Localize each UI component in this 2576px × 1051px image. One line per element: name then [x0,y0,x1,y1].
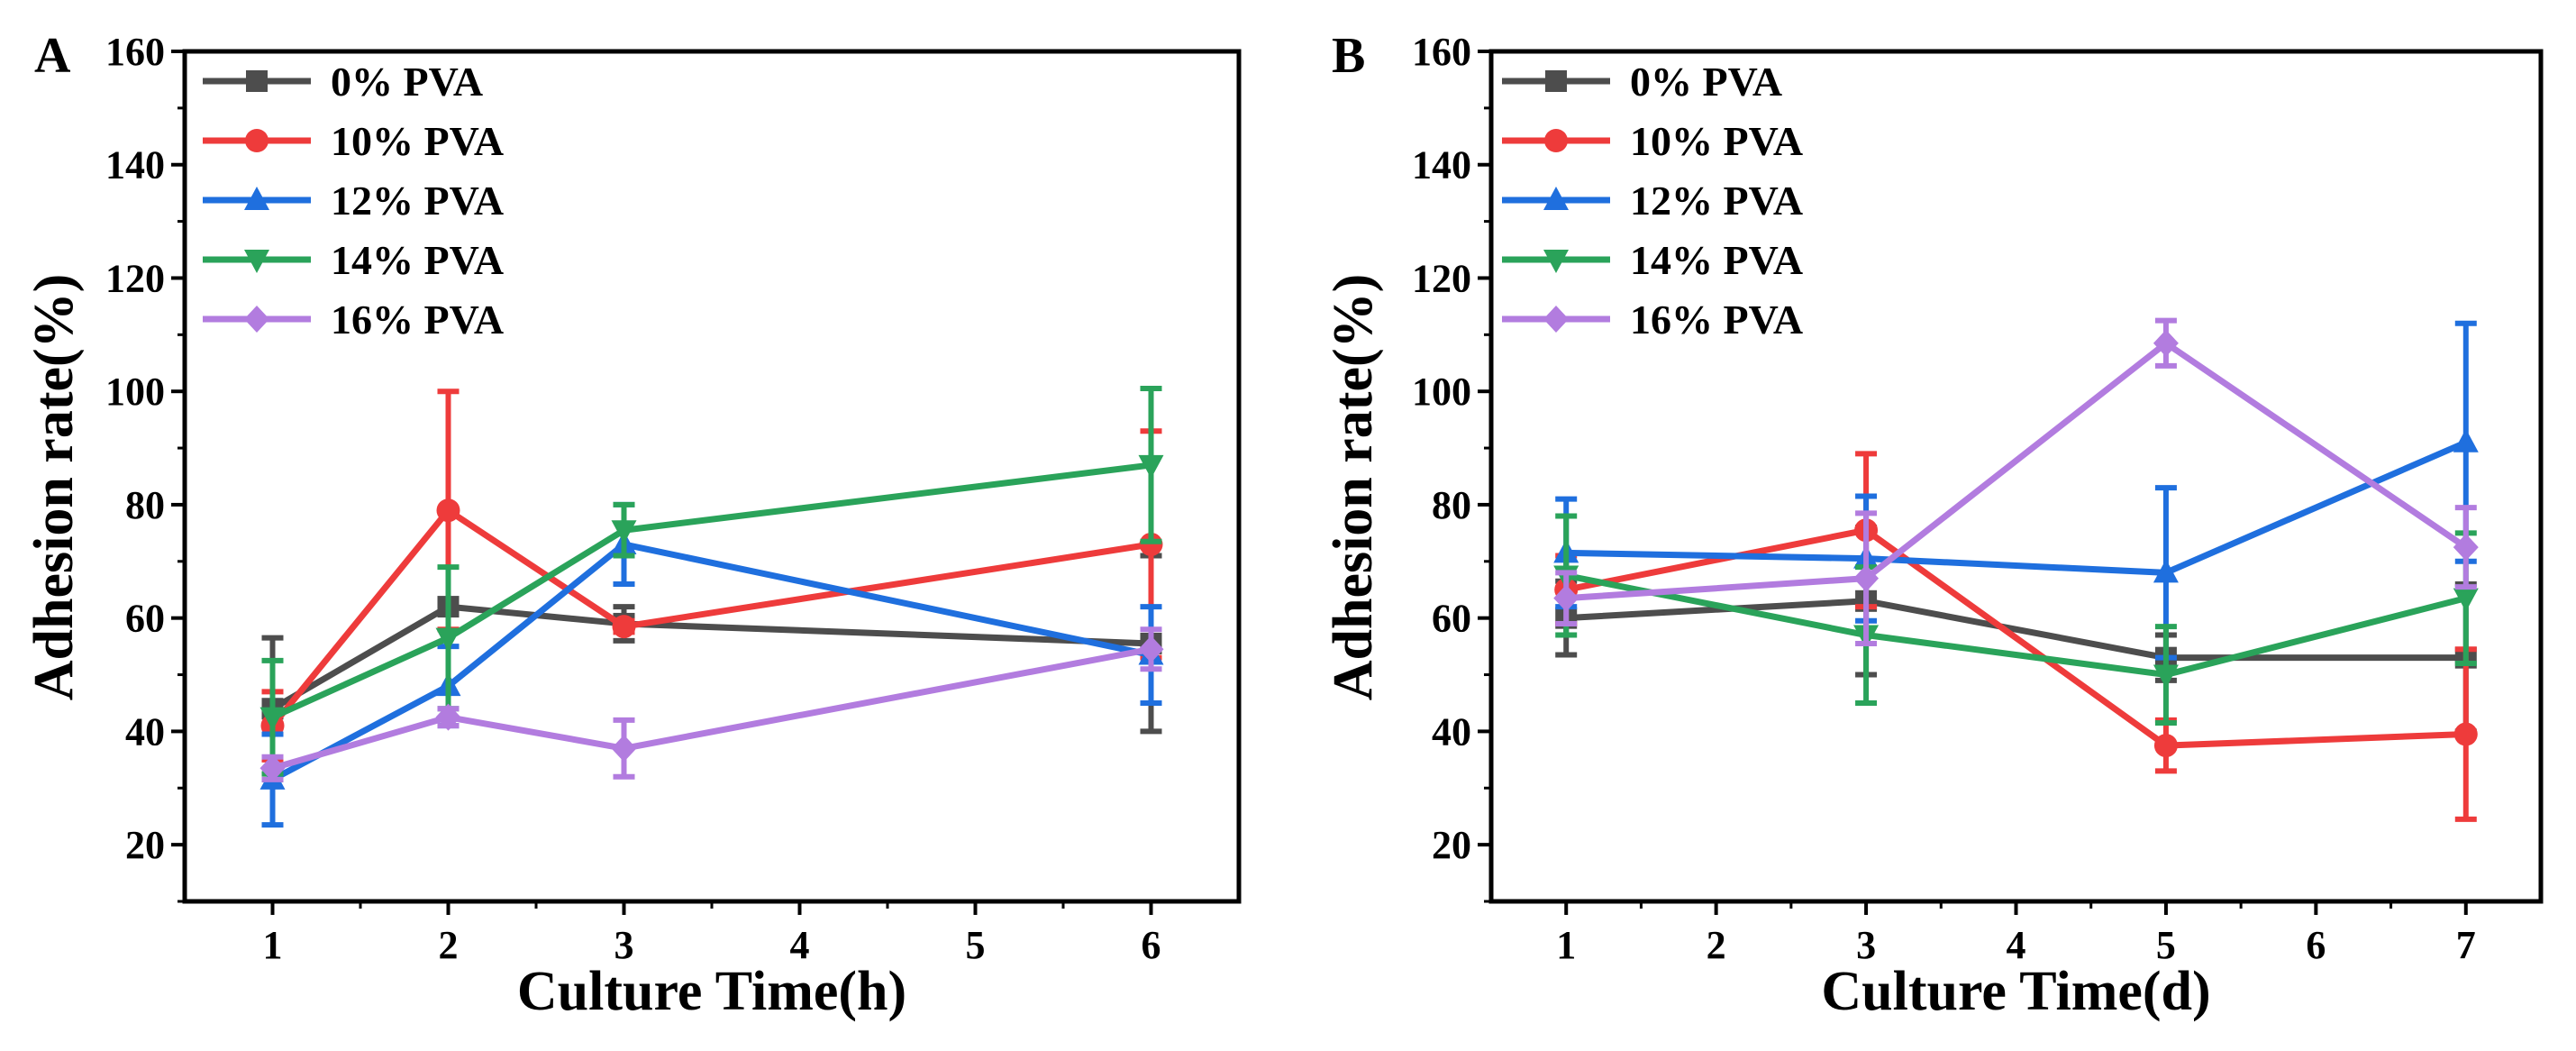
x-tick-label: 1 [1556,923,1576,967]
legend-marker [1543,187,1569,210]
series-line [1565,572,2467,679]
legend: 0% PVA 10% PVA 12% PVA 14% PVA 16% PVA [1502,59,1803,343]
legend-label: 10% PVA [1630,118,1803,164]
data-point [2453,428,2479,452]
legend-marker [244,306,269,333]
series-10pct-pva [1554,451,2478,822]
legend-marker [244,250,269,273]
x-tick-label: 2 [439,923,459,967]
data-point [2153,329,2179,357]
y-tick-label: 80 [1432,483,1471,527]
y-tick-label: 20 [125,823,165,867]
series-12pct-pva [1553,320,2479,661]
y-tick-label: 80 [125,483,165,527]
legend-marker [1544,129,1568,152]
y-tick-label: 20 [1432,823,1471,867]
x-tick-label: 2 [1707,923,1726,967]
data-point [2153,734,2178,758]
legend-marker [1545,70,1567,92]
legend-label: 12% PVA [1630,178,1803,224]
data-point [259,707,286,731]
legend-label: 14% PVA [331,237,504,283]
legend-marker [245,129,269,152]
series-line [270,541,1152,782]
data-point [2153,664,2179,689]
data-point [2153,559,2179,583]
y-tick-label: 40 [1432,709,1471,754]
y-tick-label: 120 [105,256,165,300]
series-16pct-pva [1553,317,2479,646]
x-tick-label: 3 [614,923,634,967]
panel-label: A [34,28,71,84]
y-tick-label: 120 [1412,256,1471,300]
x-tick-label: 5 [2156,923,2176,967]
legend-label: 0% PVA [331,59,483,105]
legend-label: 14% PVA [1630,237,1803,283]
panel-a: 1 2 3 4 5 6 20 40 60 80 100 120 140 160 Culture Time(h… [23,28,1242,1022]
series-line [1565,340,2468,602]
x-axis-title: Culture Time(h) [517,961,906,1022]
panel-b: 1 2 3 4 5 6 7 20 40 60 80 100 120 140 160 Culture Time(… [1323,28,2544,1022]
legend: 0% PVA 10% PVA 12% PVA 14% PVA 16% PVA [203,59,504,343]
data-point [2453,588,2479,612]
data-point [1138,635,1164,663]
x-tick-label: 1 [263,923,283,967]
x-tick-label: 5 [966,923,986,967]
y-tick-label: 100 [105,370,165,414]
series-line [1565,526,2466,749]
data-point [1553,584,1579,612]
series-14pct-pva [1553,513,2479,726]
data-point [2453,534,2479,562]
x-tick-label: 3 [1856,923,1876,967]
x-tick-label: 6 [1142,923,1161,967]
x-tick-label: 4 [790,923,810,967]
data-point [436,498,460,523]
data-point [259,754,286,782]
y-tick-label: 100 [1412,370,1471,414]
x-tick-label: 6 [2306,923,2326,967]
legend-marker [1543,306,1569,333]
y-tick-label: 60 [1432,597,1471,641]
series-0pct-pva [261,553,1162,782]
y-tick-label: 60 [125,597,165,641]
y-tick-label: 160 [1412,30,1471,74]
data-point [1853,564,1880,592]
data-point [611,520,637,544]
y-tick-label: 40 [125,709,165,754]
y-axis-title: Adhesion rate(%) [1323,274,1384,701]
x-axis-title: Culture Time(d) [1821,961,2210,1022]
legend-label: 16% PVA [331,297,504,343]
data-point [435,627,461,652]
panel-label: B [1332,28,1365,84]
y-tick-label: 160 [105,30,165,74]
series-line [1566,439,2468,576]
legend-label: 12% PVA [331,178,504,224]
series-line [269,507,1152,728]
series-16pct-pva [259,626,1164,782]
legend-label: 16% PVA [1630,297,1803,343]
data-point [435,703,461,731]
legend-marker [1543,250,1569,273]
x-tick-label: 7 [2456,923,2476,967]
y-tick-label: 140 [1412,143,1471,187]
data-point [1139,532,1163,556]
legend-label: 0% PVA [1630,59,1782,105]
series-line [1566,598,2466,662]
data-point [611,735,637,763]
legend-marker [244,187,269,210]
data-point [2453,722,2478,746]
y-axis-title: Adhesion rate(%) [23,274,85,701]
series-line [271,645,1152,772]
x-tick-label: 4 [2007,923,2026,967]
y-tick-label: 140 [105,143,165,187]
legend-label: 10% PVA [331,118,504,164]
data-point [612,615,636,639]
series-line [271,462,1151,720]
legend-marker [246,70,268,92]
data-point [1138,454,1164,479]
series-10pct-pva [260,388,1163,763]
